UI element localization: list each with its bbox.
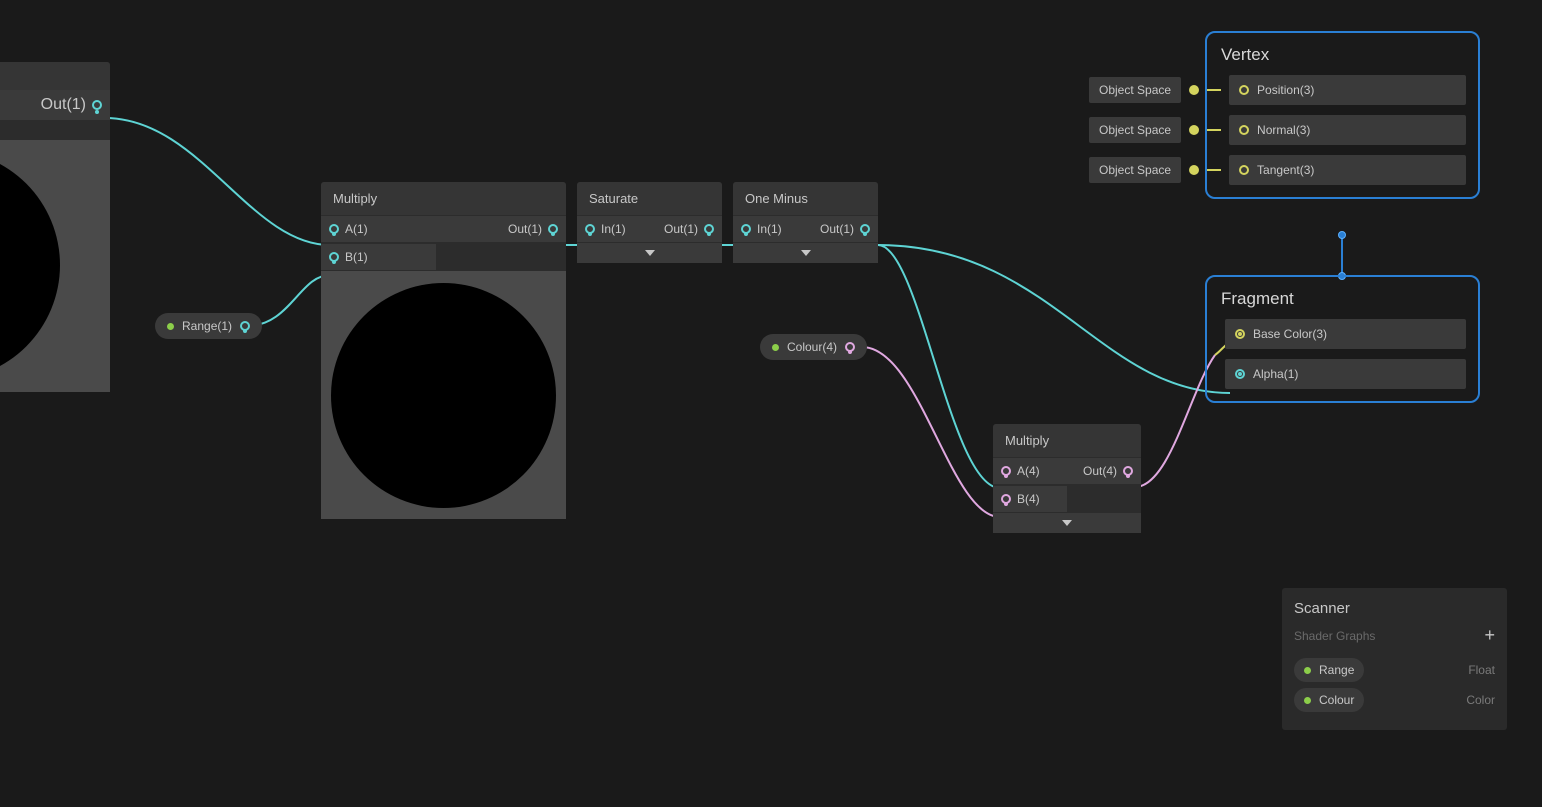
slot-label: Alpha(1) (1253, 367, 1298, 381)
item-name: Range (1319, 663, 1354, 677)
port-in[interactable]: In(1) (733, 216, 806, 242)
panel-subtitle: Shader Graphs (1294, 629, 1375, 643)
dot-icon (1304, 697, 1311, 704)
item-type: Color (1466, 693, 1495, 707)
range-dot-icon (167, 323, 174, 330)
node-multiply-1[interactable]: Multiply A(1) B(1) Out(1) (321, 182, 566, 519)
port-label: Out(1) (820, 222, 854, 236)
node-title: Multiply (993, 424, 1141, 457)
port-a[interactable]: A(4) (993, 458, 1067, 484)
slot-label: Base Color(3) (1253, 327, 1327, 341)
port-label: A(4) (1017, 464, 1040, 478)
port-label: A(1) (345, 222, 368, 236)
expand-toggle[interactable] (577, 243, 722, 263)
space-tag[interactable]: Object Space (1089, 77, 1181, 103)
port-out[interactable]: Out(4) (1067, 458, 1141, 484)
expand-toggle[interactable] (993, 513, 1141, 533)
colour-dot-icon (772, 344, 779, 351)
port-out[interactable]: Out(1) (806, 216, 879, 242)
chevron-down-icon (801, 250, 811, 256)
slot-label: Position(3) (1257, 83, 1314, 97)
preview-multiply-1 (321, 271, 566, 519)
port-source-out[interactable]: Out(1) (0, 90, 110, 120)
port-dot-icon (1189, 125, 1199, 135)
node-saturate[interactable]: Saturate In(1) Out(1) (577, 182, 722, 263)
item-name: Colour (1319, 693, 1354, 707)
panel-item[interactable]: Colour Color (1294, 688, 1495, 712)
port-b[interactable]: B(4) (993, 486, 1067, 512)
port-in[interactable]: In(1) (577, 216, 650, 242)
master-fragment[interactable]: Fragment Base Color(3) Alpha(1) (1205, 275, 1480, 403)
fragment-title: Fragment (1207, 277, 1478, 319)
node-multiply-2[interactable]: Multiply A(4) B(4) Out(4) (993, 424, 1141, 533)
slot-normal[interactable]: Normal(3) (1229, 115, 1466, 145)
shader-graph-canvas[interactable]: Out(1) Range(1) Multiply A(1) B(1) Out(1… (0, 0, 1542, 807)
slot-alpha[interactable]: Alpha(1) (1225, 359, 1466, 389)
item-type: Float (1468, 663, 1495, 677)
port-a[interactable]: A(1) (321, 216, 436, 242)
port-label: B(1) (345, 250, 368, 264)
master-connector-dot (1338, 231, 1346, 239)
blackboard-panel[interactable]: Scanner Shader Graphs + Range Float Colo… (1282, 588, 1507, 730)
pill-label: Range(1) (182, 319, 232, 333)
pill-range[interactable]: Range(1) (155, 313, 262, 339)
node-source[interactable]: Out(1) (0, 62, 110, 392)
port-dot-icon (1189, 85, 1199, 95)
port-label: In(1) (757, 222, 782, 236)
chevron-down-icon (1062, 520, 1072, 526)
slot-position[interactable]: Position(3) (1229, 75, 1466, 105)
slot-tangent[interactable]: Tangent(3) (1229, 155, 1466, 185)
port-out[interactable]: Out(1) (650, 216, 723, 242)
stub-line (1207, 169, 1221, 171)
stub-line (1207, 129, 1221, 131)
node-source-header (0, 62, 110, 90)
port-dot-icon (1189, 165, 1199, 175)
slot-base-color[interactable]: Base Color(3) (1225, 319, 1466, 349)
port-b[interactable]: B(1) (321, 244, 436, 270)
chevron-down-icon (645, 250, 655, 256)
add-property-button[interactable]: + (1484, 625, 1495, 646)
space-tag[interactable]: Object Space (1089, 157, 1181, 183)
node-one-minus[interactable]: One Minus In(1) Out(1) (733, 182, 878, 263)
space-tag[interactable]: Object Space (1089, 117, 1181, 143)
node-title: One Minus (733, 182, 878, 215)
node-title: Multiply (321, 182, 566, 215)
port-label: Out(1) (41, 96, 86, 114)
port-out[interactable]: Out(1) (436, 216, 566, 242)
expand-toggle[interactable] (733, 243, 878, 263)
vertex-title: Vertex (1207, 33, 1478, 75)
panel-title: Scanner (1294, 600, 1495, 617)
master-connector-line (1341, 233, 1343, 275)
port-label: Out(1) (508, 222, 542, 236)
stub-line (1207, 89, 1221, 91)
port-label: Out(4) (1083, 464, 1117, 478)
pill-label: Colour(4) (787, 340, 837, 354)
preview-source (0, 140, 110, 392)
port-label: B(4) (1017, 492, 1040, 506)
panel-item[interactable]: Range Float (1294, 658, 1495, 682)
dot-icon (1304, 667, 1311, 674)
port-label: Out(1) (664, 222, 698, 236)
slot-label: Tangent(3) (1257, 163, 1314, 177)
port-label: In(1) (601, 222, 626, 236)
master-vertex[interactable]: Vertex Object Space Position(3) Object S… (1205, 31, 1480, 199)
pill-colour[interactable]: Colour(4) (760, 334, 867, 360)
slot-label: Normal(3) (1257, 123, 1310, 137)
node-title: Saturate (577, 182, 722, 215)
